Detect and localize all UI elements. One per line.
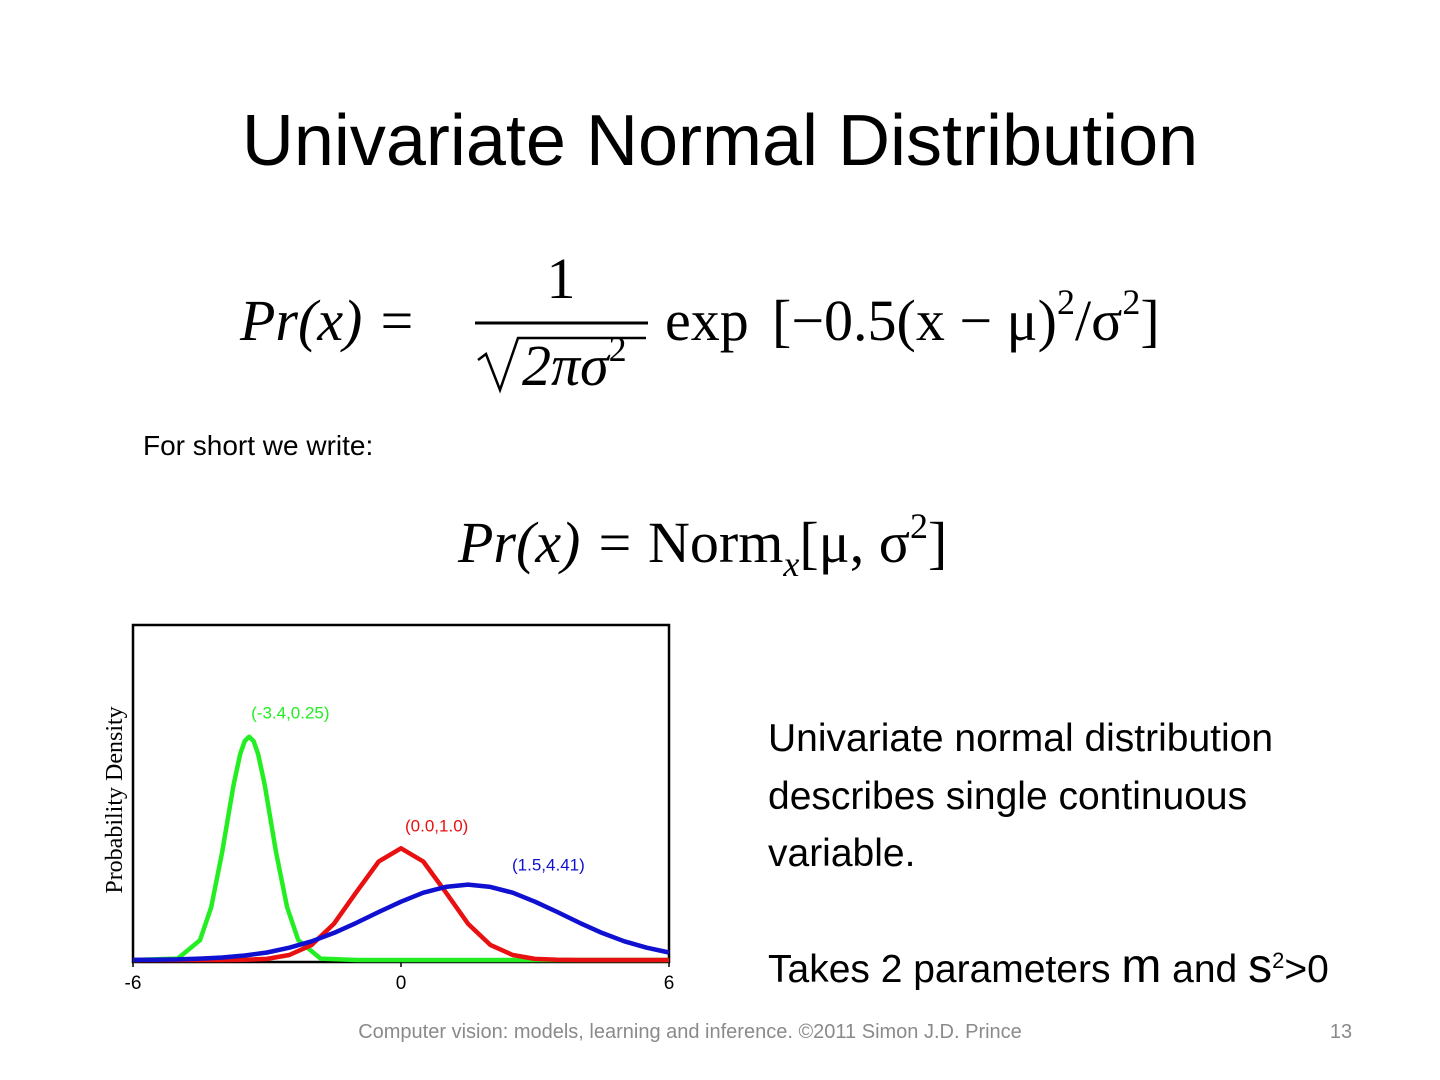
x-tick-label: 6 (664, 973, 675, 994)
argument-text: [−0.5(x − μ) (772, 288, 1057, 353)
body-text: Univariate normal distribution describes… (768, 717, 1329, 993)
short-subscript: x (782, 544, 799, 584)
plot-frame (131, 623, 671, 964)
short-exponent: 2 (910, 506, 928, 546)
curve (132, 882, 670, 963)
curve-label: (-3.4,0.25) (251, 704, 329, 723)
body-line: describes single continuous (768, 775, 1247, 818)
params-text: and (1161, 948, 1248, 991)
radical-sign (477, 336, 646, 394)
params-line: Takes 2 parameters m and s2>0 (768, 940, 1329, 993)
denominator-exponent: 2 (609, 329, 627, 369)
x-tick-label: 0 (396, 973, 407, 994)
body-line: variable. (768, 832, 915, 875)
formula-denominator: 2πσ2 (522, 329, 627, 398)
argument-close: ] (1140, 288, 1159, 353)
params-symbol: s (1248, 940, 1272, 993)
curve-label: (0.0,1.0) (405, 816, 468, 835)
denominator-text: 2πσ (522, 333, 611, 398)
formula-exp: exp (665, 288, 749, 353)
params-text: >0 (1284, 948, 1328, 991)
params-symbol: m (1121, 940, 1161, 993)
slide-title: Univariate Normal Distribution (242, 101, 1198, 181)
short-lhs: Pr(x) = (457, 510, 634, 575)
short-close: ] (928, 510, 947, 575)
curve-label: (1.5,4.41) (512, 856, 585, 875)
body-line: Univariate normal distribution (768, 717, 1273, 760)
curve (133, 846, 669, 963)
formula-numerator: 1 (547, 246, 576, 311)
page-number: 13 (1330, 1021, 1352, 1043)
formula-short: Pr(x) = Normx[μ, σ2] (457, 506, 947, 584)
short-func: Norm (648, 510, 783, 575)
y-axis-label: Probability Density (102, 706, 128, 893)
short-argument: [μ, σ (799, 510, 910, 575)
chart: Probability Density -6 0 6 (-3.4,0.25) (0.0,… (102, 623, 675, 994)
params-text: Takes 2 parameters (768, 948, 1121, 991)
curve (132, 734, 669, 963)
params-exponent: 2 (1272, 948, 1284, 973)
x-tick-label: -6 (125, 973, 142, 994)
formula-full: Pr(x) = 1 2πσ2 exp [−0.5(x − μ)2/σ2] (239, 246, 1160, 398)
footer: Computer vision: models, learning and in… (358, 1021, 1022, 1043)
formula-lhs: Pr(x) = (239, 288, 416, 353)
argument-exponent: 2 (1057, 282, 1075, 322)
argument-divisor: /σ (1075, 288, 1122, 353)
divisor-exponent: 2 (1122, 282, 1140, 322)
note-text: For short we write: (143, 430, 373, 461)
formula-argument: [−0.5(x − μ)2/σ2] (772, 282, 1160, 353)
